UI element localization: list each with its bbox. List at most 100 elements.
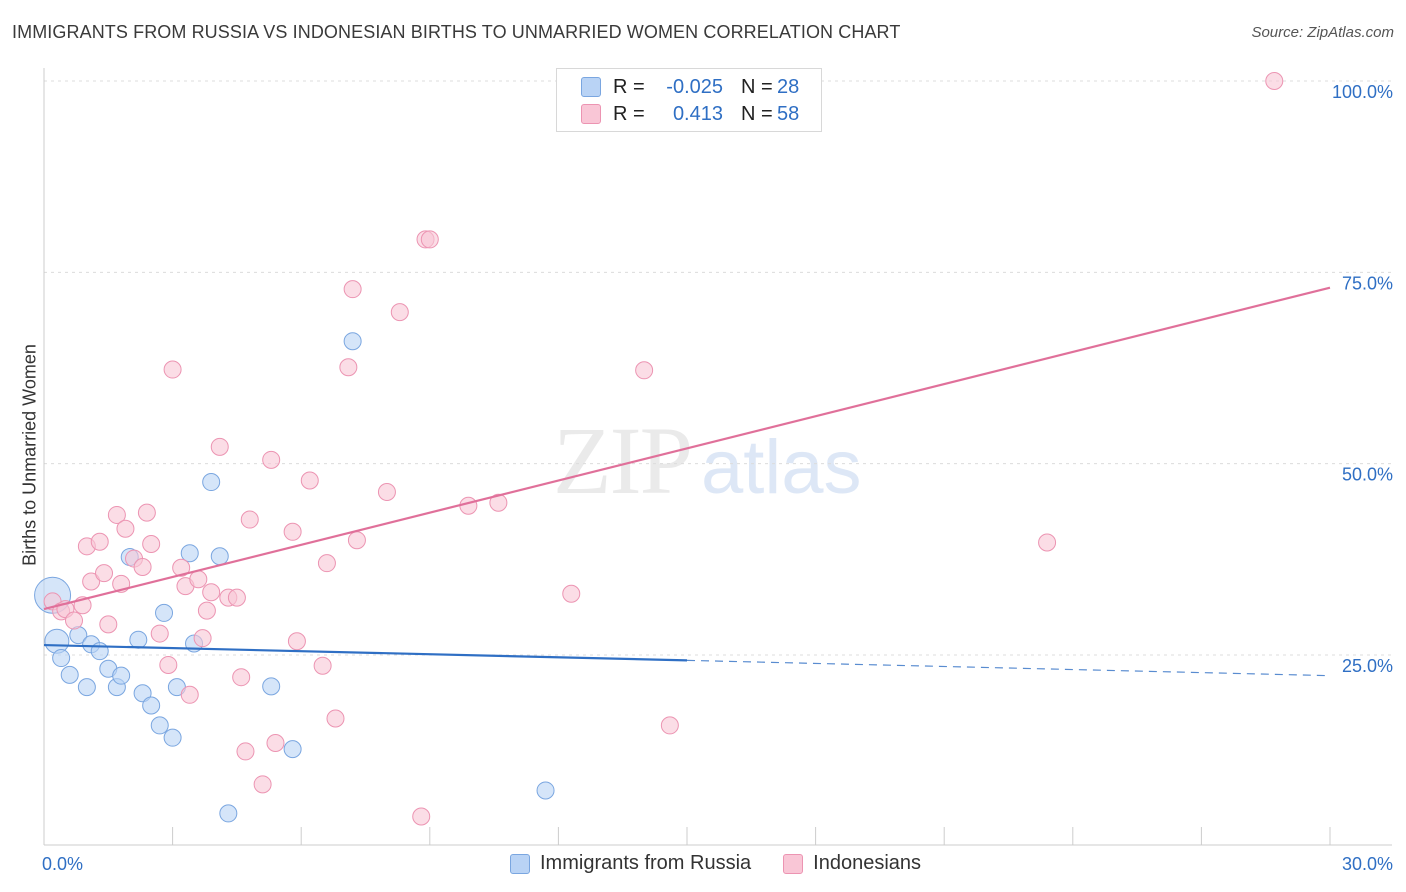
point-indonesians xyxy=(65,611,84,630)
point-russia xyxy=(210,547,229,566)
legend-row-russia: R = -0.025 N = 28 xyxy=(581,75,799,99)
point-indonesians xyxy=(326,709,345,728)
point-russia xyxy=(77,678,96,697)
legend-n-label: N = xyxy=(741,102,773,125)
legend-swatch-indonesians xyxy=(581,104,601,124)
point-russia xyxy=(142,696,161,715)
point-indonesians xyxy=(116,519,135,538)
point-russia xyxy=(150,716,169,735)
point-russia xyxy=(155,603,174,622)
legend-swatch-russia xyxy=(581,77,601,97)
point-russia xyxy=(112,666,131,685)
point-indonesians xyxy=(377,482,396,501)
trend-line-russia xyxy=(43,643,688,662)
point-indonesians xyxy=(133,557,152,576)
point-indonesians xyxy=(420,230,439,249)
point-russia xyxy=(219,804,238,823)
point-indonesians xyxy=(142,535,161,554)
watermark-zip: ZIP xyxy=(553,407,693,514)
point-russia xyxy=(163,728,182,747)
x-tick-label: 0.0% xyxy=(42,854,83,874)
point-indonesians xyxy=(300,471,319,490)
point-indonesians xyxy=(339,358,358,377)
point-russia xyxy=(180,544,199,563)
point-indonesians xyxy=(159,655,178,674)
legend-n-label: N = xyxy=(741,75,773,98)
point-indonesians xyxy=(227,588,246,607)
point-indonesians xyxy=(1038,533,1057,552)
series-swatch-russia xyxy=(510,853,530,874)
point-indonesians xyxy=(412,807,431,826)
series-legend-indonesians[interactable]: Indonesians xyxy=(783,852,921,875)
point-indonesians xyxy=(236,742,255,761)
legend-n-value: 58 xyxy=(777,102,800,125)
legend-n-value: 28 xyxy=(777,75,800,98)
point-indonesians xyxy=(95,564,114,583)
point-indonesians xyxy=(459,496,478,515)
series-label-indonesians: Indonesians xyxy=(813,852,922,874)
legend-r-label: R = xyxy=(613,102,645,125)
trend-line-indonesians xyxy=(43,286,1331,611)
point-indonesians xyxy=(347,531,366,550)
series-swatch-indonesians xyxy=(783,853,804,874)
point-indonesians xyxy=(163,360,182,379)
trend-line-russia-extension xyxy=(686,659,1331,677)
point-indonesians xyxy=(262,450,281,469)
point-indonesians xyxy=(189,570,208,589)
point-indonesians xyxy=(266,734,285,753)
point-indonesians xyxy=(232,668,251,687)
point-indonesians xyxy=(193,629,212,648)
point-indonesians xyxy=(90,532,109,551)
x-tick-label: 30.0% xyxy=(1342,854,1393,874)
point-indonesians xyxy=(562,584,581,603)
point-indonesians xyxy=(82,572,101,591)
legend-row-indonesians: R = 0.413 N = 58 xyxy=(581,102,799,126)
point-indonesians xyxy=(313,656,332,675)
point-indonesians xyxy=(635,361,654,380)
point-russia xyxy=(44,628,70,654)
y-tick-label: 25.0% xyxy=(1342,656,1393,676)
y-tick-label: 50.0% xyxy=(1342,465,1393,485)
legend-r-label: R = xyxy=(613,75,645,98)
legend-r-value: 0.413 xyxy=(672,102,723,125)
point-indonesians xyxy=(489,493,508,512)
point-indonesians xyxy=(107,505,126,524)
y-tick-label: 75.0% xyxy=(1342,273,1393,293)
point-russia xyxy=(129,630,148,649)
series-label-russia: Immigrants from Russia xyxy=(540,852,752,874)
point-russia xyxy=(52,649,71,668)
point-russia xyxy=(60,665,79,684)
stats-legend: R = -0.025 N = 28 R = 0.413 N = 58 xyxy=(556,68,822,132)
point-indonesians xyxy=(240,510,259,529)
point-indonesians xyxy=(343,280,362,299)
point-indonesians xyxy=(253,775,272,794)
point-indonesians xyxy=(197,601,216,620)
point-russia xyxy=(202,473,221,492)
point-indonesians xyxy=(137,503,156,522)
point-indonesians xyxy=(317,554,336,573)
point-indonesians xyxy=(1265,72,1284,90)
point-indonesians xyxy=(660,716,679,735)
point-russia xyxy=(262,677,281,696)
series-legend: Immigrants from Russia Indonesians xyxy=(510,852,953,875)
point-russia xyxy=(133,684,152,703)
point-indonesians xyxy=(202,583,221,602)
point-russia xyxy=(536,781,555,800)
point-indonesians xyxy=(283,522,302,541)
y-axis-label: Births to Unmarried Women xyxy=(19,344,40,566)
point-indonesians xyxy=(390,303,409,322)
point-russia xyxy=(283,740,302,759)
y-tick-label: 100.0% xyxy=(1332,82,1393,102)
point-indonesians xyxy=(150,624,169,643)
point-russia xyxy=(343,332,362,351)
point-indonesians xyxy=(287,632,306,651)
series-legend-russia[interactable]: Immigrants from Russia xyxy=(510,852,751,875)
legend-r-value: -0.025 xyxy=(666,75,723,98)
point-indonesians xyxy=(180,685,199,704)
chart-title: IMMIGRANTS FROM RUSSIA VS INDONESIAN BIR… xyxy=(12,22,901,42)
point-indonesians xyxy=(99,615,118,634)
point-indonesians xyxy=(172,558,191,577)
source-credit: Source: ZipAtlas.com xyxy=(1251,24,1394,41)
point-indonesians xyxy=(210,437,229,456)
